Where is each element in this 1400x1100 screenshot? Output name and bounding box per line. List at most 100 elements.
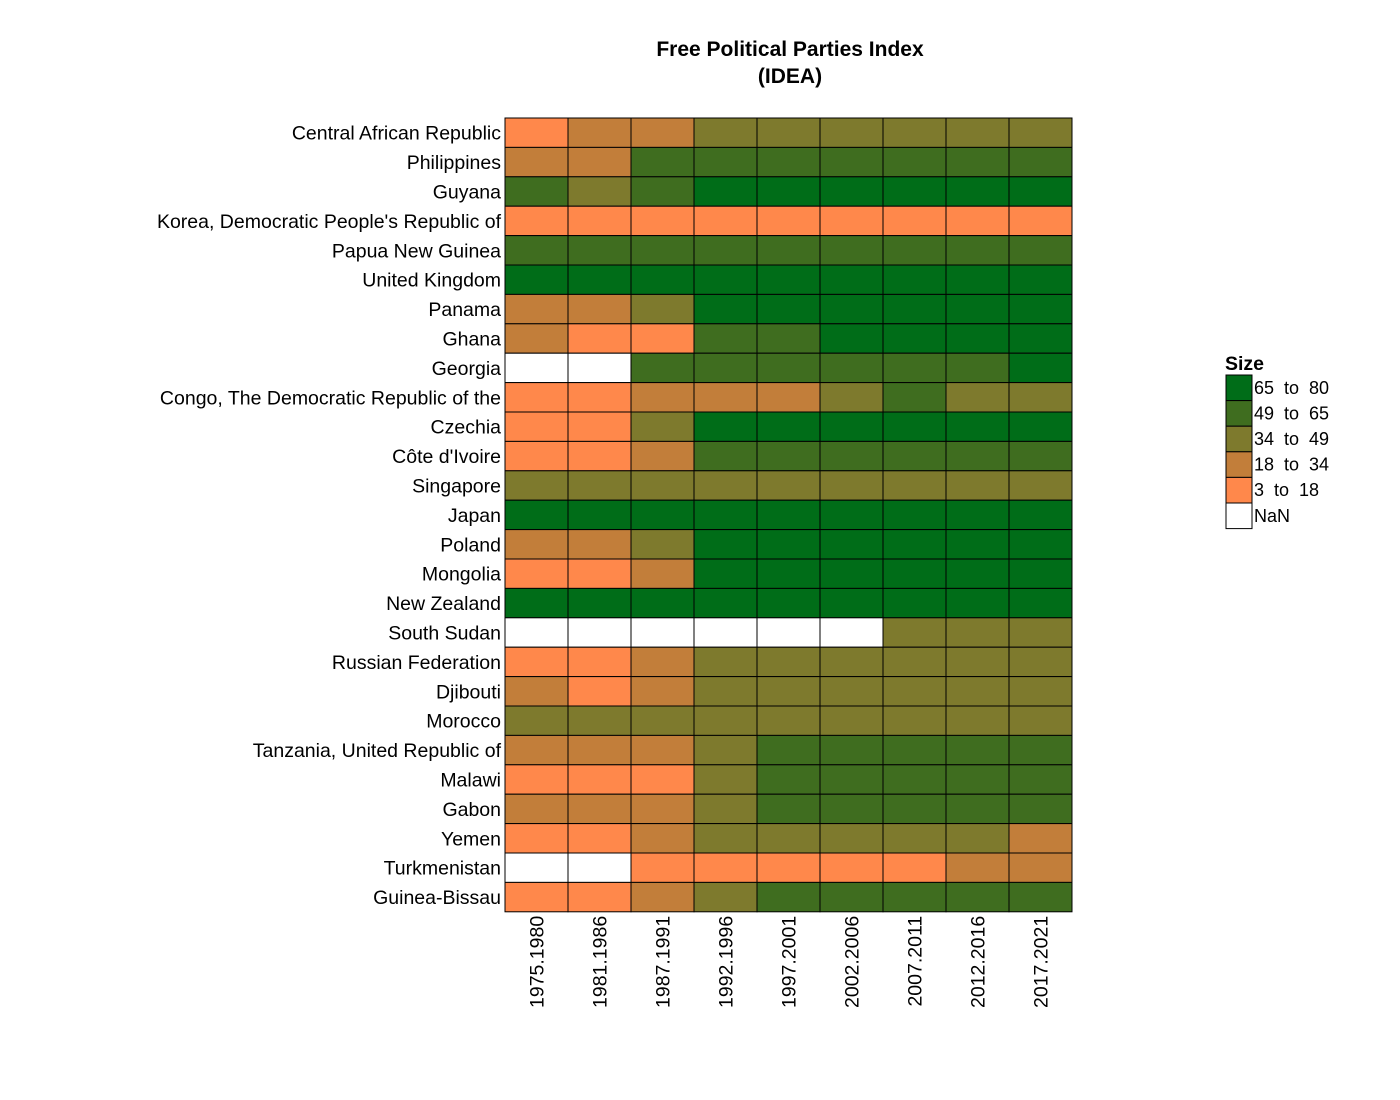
heatmap-cell — [504, 852, 569, 883]
heatmap-cell — [567, 411, 632, 442]
legend-label: 65 to 80 — [1254, 378, 1329, 398]
heatmap-cell — [1008, 323, 1073, 354]
row-labels: Central African Republic Philippines Guyan… — [157, 123, 502, 909]
legend-swatch — [1225, 502, 1253, 530]
heatmap-cell — [693, 558, 758, 589]
heatmap-cell — [504, 205, 569, 237]
heatmap-cell — [693, 617, 758, 648]
heatmap-cell — [756, 176, 821, 207]
column-label: 1992.1996 — [716, 916, 738, 1008]
heatmap-cell — [630, 646, 695, 678]
heatmap-cell — [756, 235, 821, 266]
heatmap-cell — [819, 529, 884, 560]
heatmap-cell — [945, 235, 1010, 266]
row-label: Guinea-Bissau — [373, 887, 501, 909]
heatmap-cell — [1008, 734, 1073, 766]
heatmap-cell — [567, 617, 632, 648]
heatmap-cell — [819, 235, 884, 266]
heatmap-cell — [756, 117, 821, 148]
heatmap-cell — [882, 793, 947, 825]
heatmap-cell — [1008, 676, 1073, 707]
heatmap-cell — [504, 823, 569, 854]
heatmap-cell — [756, 705, 821, 736]
heatmap-cell — [945, 617, 1010, 648]
heatmap-cell — [756, 529, 821, 560]
heatmap-cell — [630, 146, 695, 178]
heatmap-cell — [630, 440, 695, 472]
heatmap-cell — [1008, 587, 1073, 619]
heatmap-cell — [567, 529, 632, 560]
heatmap-cell — [1008, 852, 1073, 883]
heatmap-cell — [567, 264, 632, 295]
heatmap-cell — [882, 705, 947, 736]
column-label: 2012.2016 — [968, 916, 990, 1008]
column-label: 1981.1986 — [590, 916, 612, 1008]
heatmap-cell — [1008, 529, 1073, 560]
heatmap-cell — [567, 440, 632, 472]
row-label: Turkmenistan — [384, 858, 501, 880]
column-label: 2007.2011 — [905, 916, 927, 1007]
heatmap-cell — [819, 558, 884, 589]
heatmap-cell — [567, 293, 632, 325]
heatmap-cell — [882, 587, 947, 619]
heatmap-cell — [630, 793, 695, 825]
heatmap-cell — [819, 205, 884, 237]
heatmap-cell — [945, 558, 1010, 589]
heatmap-cell — [567, 823, 632, 854]
row-label: Côte d'Ivoire — [392, 446, 501, 468]
heatmap-cell — [630, 411, 695, 442]
heatmap-cell — [504, 764, 569, 795]
heatmap-cell — [693, 499, 758, 531]
heatmap-cell — [882, 323, 947, 354]
row-label: Morocco — [426, 711, 501, 733]
chart-subtitle: (IDEA) — [758, 65, 822, 88]
heatmap-cell — [567, 881, 632, 913]
heatmap-cell — [819, 705, 884, 736]
heatmap-cell — [630, 264, 695, 295]
heatmap-cell — [1008, 117, 1073, 148]
heatmap-cell — [504, 558, 569, 589]
heatmap-cell — [504, 176, 569, 207]
column-label: 2002.2006 — [842, 916, 864, 1008]
heatmap-cell — [819, 293, 884, 325]
heatmap-cell — [882, 117, 947, 148]
heatmap-cell — [693, 852, 758, 883]
heatmap-cell — [693, 823, 758, 854]
heatmap-cell — [882, 617, 947, 648]
chart-title: Free Political Parties Index — [656, 38, 924, 61]
heatmap-cell — [756, 499, 821, 531]
heatmap-cell — [945, 823, 1010, 854]
heatmap-cell — [567, 352, 632, 384]
heatmap-cell — [819, 440, 884, 472]
heatmap-cell — [945, 793, 1010, 825]
heatmap-cell — [819, 352, 884, 384]
row-label: United Kingdom — [362, 270, 501, 292]
heatmap-cell — [756, 293, 821, 325]
heatmap-cell — [945, 323, 1010, 354]
heatmap-cell — [945, 440, 1010, 472]
row-label: Poland — [440, 534, 501, 556]
heatmap-cell — [504, 440, 569, 472]
heatmap-cell — [567, 323, 632, 354]
heatmap-cell — [1008, 440, 1073, 472]
heatmap-cell — [882, 264, 947, 295]
heatmap-cell — [693, 117, 758, 148]
heatmap-cell — [882, 529, 947, 560]
heatmap-cell — [693, 764, 758, 795]
row-label: Mongolia — [422, 564, 501, 586]
heatmap-cell — [630, 499, 695, 531]
row-label: Djibouti — [436, 681, 501, 703]
heatmap-cell — [882, 235, 947, 266]
heatmap-cell — [882, 646, 947, 678]
heatmap-cell — [504, 352, 569, 384]
heatmap-cell — [630, 352, 695, 384]
heatmap-cell — [1008, 499, 1073, 531]
legend-title: Size — [1225, 353, 1264, 375]
legend-label: 49 to 65 — [1254, 403, 1329, 423]
heatmap-cell — [630, 176, 695, 207]
heatmap-cell — [819, 176, 884, 207]
heatmap-cell — [693, 440, 758, 472]
heatmap-cell — [567, 705, 632, 736]
heatmap-cell — [504, 264, 569, 295]
